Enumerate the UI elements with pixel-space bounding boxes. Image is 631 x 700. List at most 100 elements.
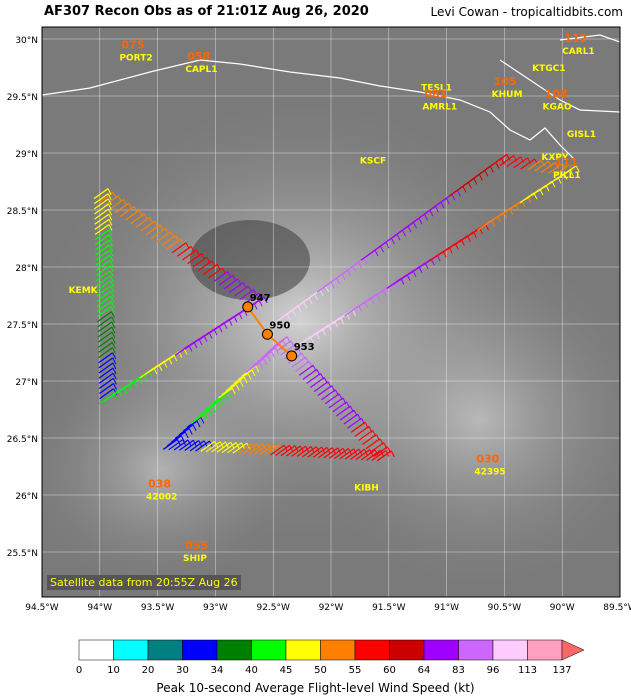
wind-barb-flag xyxy=(176,439,181,446)
wind-barb xyxy=(366,449,381,461)
wind-barb xyxy=(275,444,291,456)
wind-barb xyxy=(223,278,239,290)
wind-barb xyxy=(98,347,113,359)
colorbar-tick-label: 40 xyxy=(245,665,258,676)
wind-barb xyxy=(225,380,241,392)
wind-barb-flag xyxy=(109,270,114,277)
wind-barb-flag xyxy=(112,362,117,370)
colorbar-segment xyxy=(458,639,494,661)
wind-barb xyxy=(221,442,237,454)
station-id-label: KXPY xyxy=(541,153,569,163)
lon-tick-label: 91.5°W xyxy=(372,603,406,613)
wind-barb-flag xyxy=(336,277,341,285)
wind-barb-flag xyxy=(112,352,117,359)
wind-barb xyxy=(350,448,365,460)
wind-barb-flag xyxy=(108,219,113,226)
coastline xyxy=(42,34,620,161)
wind-barb xyxy=(343,413,359,425)
wind-barb xyxy=(206,398,221,410)
wind-barb-flag xyxy=(390,450,395,458)
wind-barb-flag xyxy=(255,365,260,373)
wind-barb-flag xyxy=(112,373,117,380)
station-wind-value: 105 xyxy=(494,75,517,88)
wind-barb-flag xyxy=(216,402,221,409)
wind-barb xyxy=(237,369,253,381)
wind-barb xyxy=(99,377,114,389)
colorbar-tick-label: 83 xyxy=(452,665,465,676)
colorbar-segment xyxy=(182,639,218,661)
wind-barb-flag xyxy=(391,237,395,245)
station-id-label: KGAO xyxy=(543,103,572,113)
wind-barb xyxy=(179,439,194,451)
wind-barb-flag xyxy=(325,285,330,293)
wind-barb xyxy=(94,213,110,225)
wind-barb xyxy=(95,254,111,266)
wind-barb xyxy=(265,343,280,355)
wind-barb xyxy=(328,397,344,409)
wind-barb xyxy=(245,361,261,373)
wind-barb xyxy=(94,203,109,215)
wind-barb xyxy=(182,420,198,432)
wind-barb xyxy=(321,389,336,401)
wind-barb-flag xyxy=(110,285,115,293)
station-id-label: PILL1 xyxy=(553,171,581,181)
wind-barb xyxy=(344,448,360,460)
wind-barb xyxy=(198,405,214,417)
wind-barb-flag xyxy=(424,214,428,221)
wind-barb xyxy=(249,358,265,370)
wind-barb xyxy=(499,155,515,167)
wind-barb xyxy=(253,443,269,455)
wind-barb xyxy=(369,442,385,454)
wind-barb xyxy=(99,383,114,395)
wind-barb-flag xyxy=(112,378,117,385)
colorbar-segment xyxy=(78,639,114,661)
colorbar-segment xyxy=(251,639,287,661)
wind-barb-flag xyxy=(109,249,114,257)
wind-barb-flag xyxy=(407,225,412,233)
wind-barb-flag xyxy=(369,253,374,261)
wind-barb-flag xyxy=(263,358,268,366)
wind-barb xyxy=(339,409,355,421)
wind-barb-flag xyxy=(440,202,445,209)
wind-barb-flag xyxy=(110,301,115,308)
station-id-label: TESL1 xyxy=(421,83,452,93)
wind-barb-flag xyxy=(451,194,456,201)
wind-barb xyxy=(150,227,166,239)
wind-barb xyxy=(98,372,114,384)
wind-barb-flag xyxy=(347,269,352,277)
wind-barb xyxy=(176,245,192,257)
wind-barb xyxy=(317,385,333,397)
wind-barb xyxy=(130,213,145,225)
wind-barb-flag xyxy=(188,428,193,435)
wind-barb xyxy=(365,438,381,450)
colorbar-segment xyxy=(285,639,321,661)
wind-barb xyxy=(291,445,307,457)
wind-barb-flag xyxy=(385,241,390,249)
wind-barb xyxy=(221,383,237,395)
station-id-label: KSCF xyxy=(360,156,386,166)
colorbar-tick-label: 30 xyxy=(176,665,189,676)
wind-barb-flag xyxy=(286,336,291,344)
wind-barb xyxy=(195,440,210,452)
wind-barb xyxy=(527,159,542,171)
colorbar-tick-label: 113 xyxy=(518,665,537,676)
pressure-label: 953 xyxy=(294,342,315,353)
wind-barb xyxy=(97,321,113,333)
wind-barb-flag xyxy=(200,417,205,424)
wind-barb-flag xyxy=(208,409,213,417)
wind-barb-flag xyxy=(112,347,116,354)
wind-barb xyxy=(312,446,328,458)
wind-barb-flag xyxy=(109,244,114,252)
wind-barb xyxy=(506,156,522,168)
wind-barb-flag xyxy=(108,214,113,221)
wind-barb-flag xyxy=(107,198,112,206)
station-wind-value: 058 xyxy=(187,50,210,63)
wind-barb-flag xyxy=(111,342,116,349)
wind-barb xyxy=(208,267,223,279)
wind-barb xyxy=(187,253,203,265)
wind-barb xyxy=(534,160,549,172)
wind-barb-flag xyxy=(363,257,368,265)
wind-barb xyxy=(298,364,314,376)
station-id-label: CARL1 xyxy=(562,47,595,57)
